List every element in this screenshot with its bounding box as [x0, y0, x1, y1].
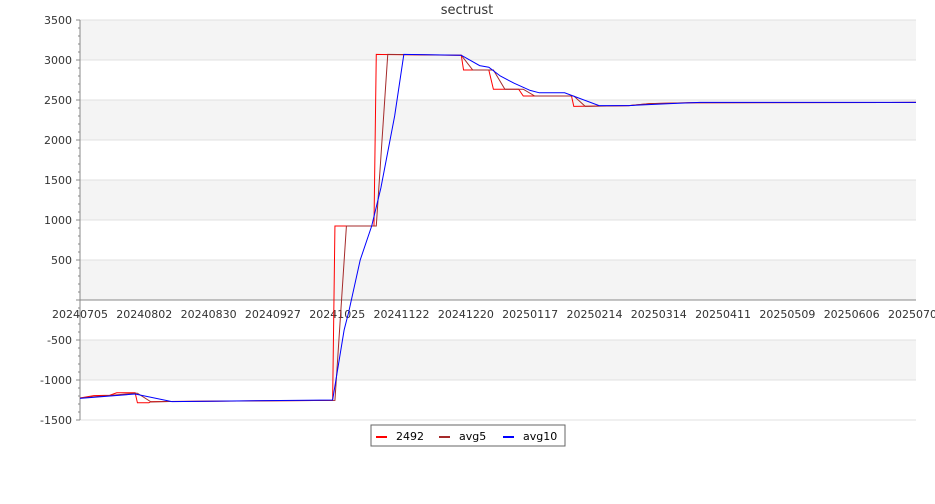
- x-tick-label: 20241122: [374, 308, 430, 321]
- x-tick-label: 20250704: [888, 308, 935, 321]
- grid-band: [80, 380, 916, 420]
- chart-title: sectrust: [441, 3, 493, 18]
- x-tick-label: 20250117: [502, 308, 558, 321]
- x-tick-label: 20250214: [566, 308, 622, 321]
- x-tick-label: 20240802: [116, 308, 172, 321]
- y-tick-label: 1500: [44, 174, 72, 187]
- grid-band: [80, 300, 916, 340]
- grid-band: [80, 340, 916, 380]
- y-tick-label: -1000: [40, 374, 72, 387]
- grid-band: [80, 220, 916, 260]
- legend: 2492 avg5 avg10: [370, 424, 566, 447]
- x-tick-label: 20240705: [52, 308, 108, 321]
- y-tick-label: 2000: [44, 134, 72, 147]
- x-tick-label: 20240927: [245, 308, 301, 321]
- legend-label: avg5: [459, 430, 486, 443]
- y-tick-label: 3000: [44, 54, 72, 67]
- grid-band: [80, 260, 916, 300]
- grid-band: [80, 140, 916, 180]
- legend-label: 2492: [396, 430, 424, 443]
- y-tick-label: 1000: [44, 214, 72, 227]
- x-tick-label: 20250411: [695, 308, 751, 321]
- x-tick-label: 20241025: [309, 308, 365, 321]
- x-tick-label: 20240830: [181, 308, 237, 321]
- y-tick-label: 500: [51, 254, 72, 267]
- y-tick-label: 3500: [44, 14, 72, 27]
- legend-label: avg10: [523, 430, 557, 443]
- grid-band: [80, 100, 916, 140]
- grid-band: [80, 60, 916, 100]
- x-tick-label: 20250314: [631, 308, 687, 321]
- x-tick-label: 20250606: [824, 308, 880, 321]
- y-tick-label: 2500: [44, 94, 72, 107]
- grid-band: [80, 20, 916, 60]
- grid-band: [80, 180, 916, 220]
- series-line-avg10: [79, 53, 916, 403]
- y-tick-label: -1500: [40, 414, 72, 427]
- y-tick-label: -500: [47, 334, 72, 347]
- x-tick-label: 20241220: [438, 308, 494, 321]
- x-tick-label: 20250509: [759, 308, 815, 321]
